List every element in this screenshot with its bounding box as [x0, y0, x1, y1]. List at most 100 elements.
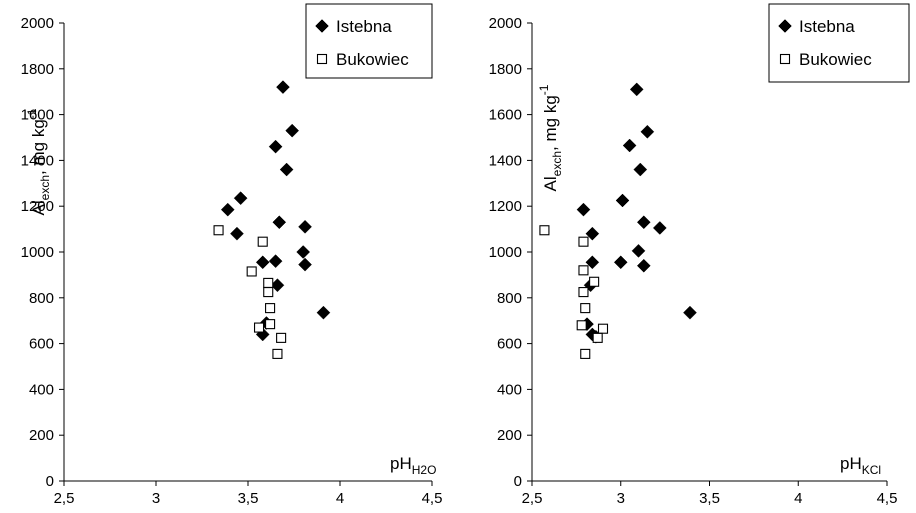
y-tick-label: 1200 — [489, 198, 522, 215]
legend-marker-bukowiec — [316, 53, 328, 65]
y-tick-label: 1800 — [21, 61, 54, 78]
y-tick-label: 1800 — [489, 61, 522, 78]
y-tick-label: 1600 — [21, 107, 54, 124]
data-point-istebna — [233, 191, 248, 206]
data-point-istebna — [640, 124, 655, 139]
data-point-istebna — [298, 257, 312, 272]
x-tick-label: 4 — [794, 490, 802, 507]
data-point-istebna — [585, 255, 600, 270]
x-axis-label: pHH2O — [390, 454, 436, 477]
data-point-istebna — [631, 244, 646, 258]
series-bukowiec — [213, 225, 287, 359]
y-tick-label: 600 — [29, 336, 54, 353]
data-point-bukowiec — [597, 323, 609, 334]
data-point-istebna — [613, 255, 628, 270]
legend-marker-bukowiec — [779, 53, 791, 65]
data-point-bukowiec — [580, 348, 591, 359]
data-point-istebna — [636, 215, 651, 230]
legend-label-istebna: Istebna — [336, 17, 392, 36]
legend-label-istebna: Istebna — [799, 17, 855, 36]
data-point-istebna — [636, 258, 651, 273]
y-tick-label: 1400 — [21, 152, 54, 169]
data-point-bukowiec — [589, 276, 600, 287]
data-point-bukowiec — [253, 322, 265, 333]
data-point-bukowiec — [539, 225, 550, 236]
legend: Istebna Bukowiec — [305, 3, 433, 79]
y-tick-label: 2000 — [489, 15, 522, 32]
x-axis-label: pHKCl — [840, 454, 881, 477]
data-point-istebna — [255, 255, 270, 270]
data-point-bukowiec — [578, 265, 589, 276]
data-point-bukowiec — [265, 303, 276, 314]
data-point-istebna — [268, 254, 283, 269]
y-tick-label: 800 — [497, 290, 522, 307]
data-point-bukowiec — [246, 266, 257, 277]
data-point-istebna — [268, 139, 283, 154]
y-tick-label: 2000 — [21, 15, 54, 32]
y-tick-label: 1600 — [489, 107, 522, 124]
x-tick-label: 2,5 — [54, 490, 75, 507]
data-point-bukowiec — [578, 287, 589, 298]
x-tick-label: 4,5 — [422, 490, 443, 507]
y-tick-label: 0 — [514, 473, 522, 490]
y-axis-label: Alexch, mg kg-1 — [537, 84, 564, 191]
data-point-istebna — [615, 193, 630, 208]
legend-marker-istebna — [315, 19, 329, 33]
data-point-istebna — [285, 123, 300, 138]
y-tick-label: 0 — [46, 473, 54, 490]
data-point-bukowiec — [257, 236, 268, 247]
y-tick-label: 800 — [29, 290, 54, 307]
x-tick-label: 4,5 — [877, 490, 898, 507]
y-tick-label: 1000 — [21, 244, 54, 261]
data-point-istebna — [633, 162, 648, 177]
y-tick-label: 1400 — [489, 152, 522, 169]
data-point-istebna — [652, 221, 667, 235]
data-point-bukowiec — [272, 348, 283, 359]
legend-label-bukowiec: Bukowiec — [799, 50, 872, 69]
y-tick-label: 1000 — [489, 244, 522, 261]
data-point-bukowiec — [263, 277, 274, 288]
data-point-bukowiec — [265, 319, 276, 330]
series-istebna — [220, 80, 331, 342]
data-point-istebna — [276, 80, 290, 94]
data-point-bukowiec — [276, 332, 287, 343]
data-point-istebna — [279, 162, 294, 177]
y-tick-label: 200 — [497, 427, 522, 444]
x-tick-label: 3,5 — [699, 490, 720, 507]
data-point-istebna — [220, 202, 235, 217]
legend: Istebna Bukowiec — [768, 3, 910, 83]
data-point-bukowiec — [592, 332, 603, 343]
data-point-bukowiec — [576, 320, 587, 331]
data-point-istebna — [683, 305, 697, 320]
x-tick-label: 2,5 — [522, 490, 543, 507]
legend-marker-istebna — [778, 19, 792, 33]
series-bukowiec — [539, 225, 609, 359]
legend-box — [768, 3, 910, 83]
data-point-istebna — [629, 82, 644, 97]
data-point-istebna — [272, 215, 287, 230]
data-point-bukowiec — [578, 236, 589, 247]
y-axis-label: Alexch, mg kg-1 — [25, 108, 52, 215]
y-tick-label: 200 — [29, 427, 54, 444]
data-point-istebna — [298, 219, 312, 234]
data-point-istebna — [585, 226, 600, 241]
legend-box — [305, 3, 433, 79]
data-point-istebna — [316, 305, 331, 320]
y-tick-label: 400 — [29, 381, 54, 398]
data-point-istebna — [230, 226, 244, 241]
data-point-bukowiec — [213, 225, 224, 236]
y-tick-label: 400 — [497, 381, 522, 398]
legend-label-bukowiec: Bukowiec — [336, 50, 409, 69]
chart-panel-2: 0 200 400 600 800 1000 1200 1400 1600 1800 2000 2,5… — [489, 3, 910, 507]
x-tick-label: 3 — [617, 490, 625, 507]
data-point-bukowiec — [263, 287, 274, 298]
y-tick-label: 600 — [497, 336, 522, 353]
y-tick-label: 1200 — [21, 198, 54, 215]
data-point-istebna — [622, 138, 637, 153]
x-tick-label: 3 — [152, 490, 160, 507]
x-tick-label: 3,5 — [238, 490, 259, 507]
data-point-istebna — [576, 202, 591, 217]
chart-panel-1: 0 200 400 600 800 1000 1200 1400 1600 1800 2000 2,5… — [21, 3, 443, 507]
data-point-istebna — [296, 245, 311, 259]
